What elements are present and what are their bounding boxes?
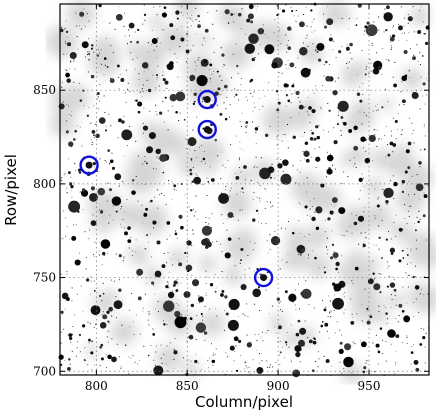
x-tick-label: 800 [85,379,108,393]
y-tick-label: 850 [33,83,56,97]
y-tick-label: 800 [33,177,56,191]
target-marker-circle [197,89,217,110]
target-markers [79,89,274,288]
star-field-image [45,0,436,385]
y-tick-label: 700 [33,364,56,378]
x-tick-label: 850 [176,379,199,393]
target-marker-circle [197,119,217,140]
y-axis-label: Row/pixel [2,154,20,226]
grid [60,4,429,375]
y-axis: 700 750 800 850 [33,83,429,378]
target-marker-circle [253,267,274,288]
target-marker-circle [79,155,99,175]
x-tick-label: 950 [358,379,381,393]
x-axis-label: Column/pixel [195,393,293,411]
x-axis: 800 850 900 950 [85,4,381,393]
x-tick-label: 900 [267,379,290,393]
plot-frame [59,3,430,376]
y-tick-label: 750 [33,271,56,285]
